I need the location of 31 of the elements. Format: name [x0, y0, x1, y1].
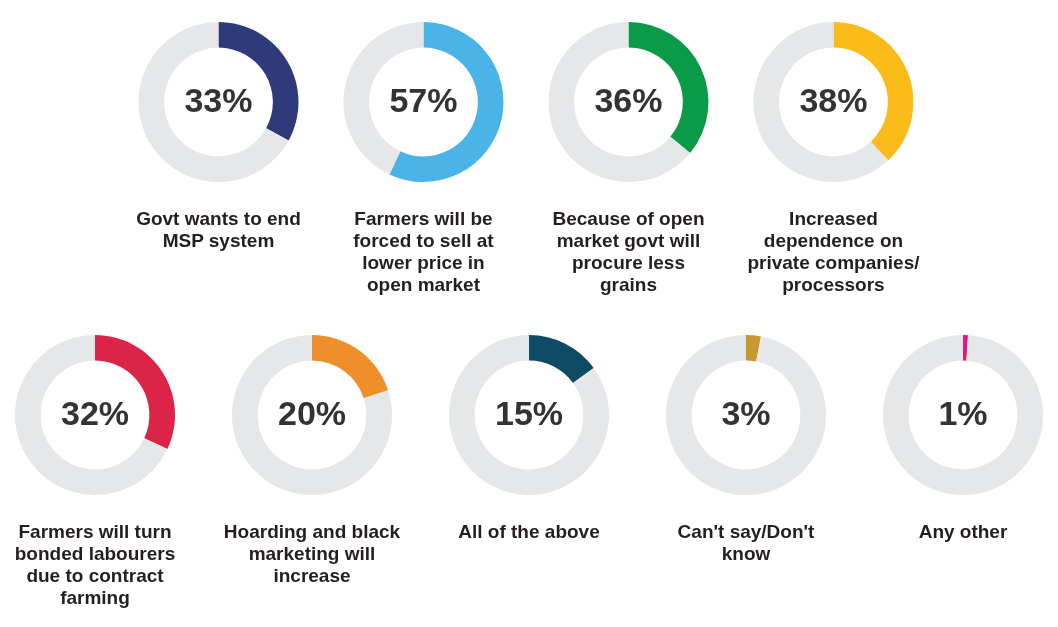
text: Any other	[918, 521, 1008, 542]
text: Hoarding and black marketing will increase	[223, 521, 401, 586]
data-label: 15%	[494, 394, 564, 432]
data-label: 36%	[594, 81, 663, 119]
donut-slice	[548, 22, 691, 182]
donut-slice	[138, 22, 289, 182]
text: Farmers will turn bonded labourers due to contract farming	[14, 521, 176, 608]
data-label: 38%	[799, 81, 868, 119]
donut-slice	[753, 22, 889, 182]
donut-slice	[963, 335, 969, 361]
text: Increased dependence on private companies/ processors	[747, 208, 921, 295]
donut-slice	[15, 335, 168, 495]
text: Farmers will be forced to sell at lower price in open market	[353, 208, 495, 295]
data-label: 3%	[721, 394, 771, 432]
text: All of the above	[458, 521, 600, 542]
donut-slice	[312, 335, 389, 399]
data-label: 20%	[277, 394, 347, 432]
donut-slice	[883, 335, 1043, 495]
donut-slice	[666, 335, 826, 495]
data-label: 32%	[60, 394, 130, 432]
data-label: 33%	[184, 81, 253, 119]
data-label: 1%	[938, 394, 988, 432]
donut-slice	[232, 335, 392, 495]
text: Can't say/Don't know	[677, 521, 816, 564]
donut-slice	[389, 22, 504, 182]
text: Govt wants to end MSP system	[136, 208, 301, 251]
donut-slice	[529, 335, 594, 384]
donut-slice	[746, 335, 761, 362]
data-label: 57%	[389, 81, 458, 119]
text: Because of open market govt will procure less grains	[552, 208, 705, 295]
donut-slice	[449, 335, 609, 495]
